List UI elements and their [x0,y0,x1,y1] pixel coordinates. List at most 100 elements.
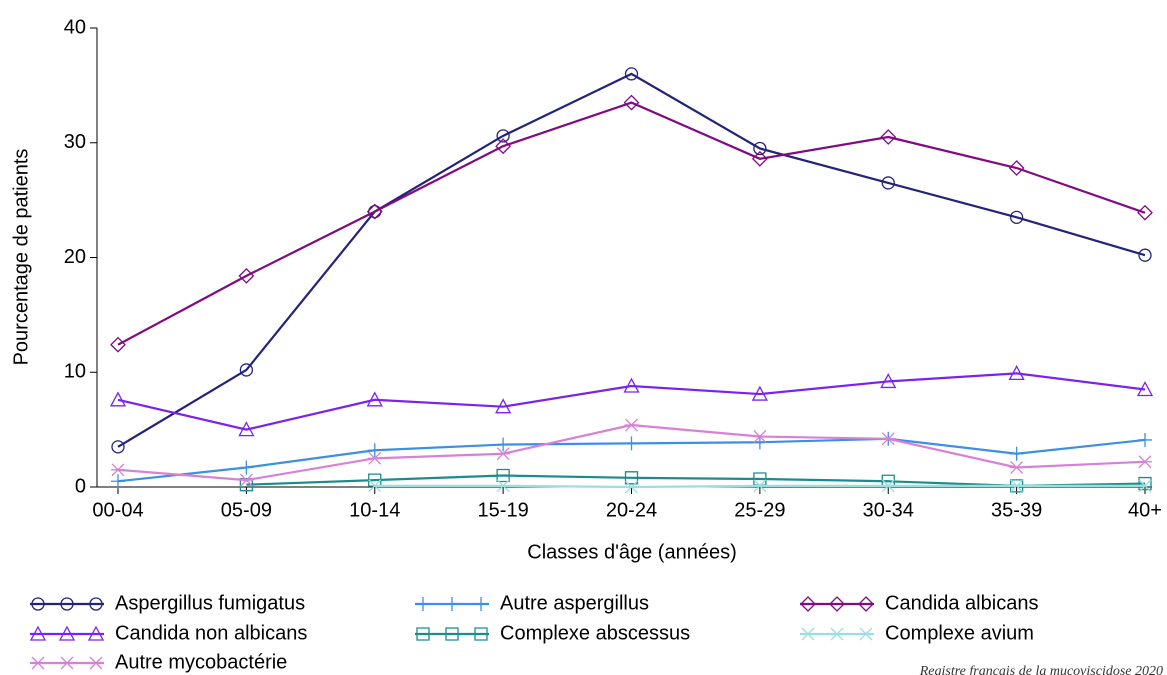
marker [445,627,459,641]
marker [111,474,125,489]
marker [1138,479,1152,493]
y-tick-label: 0 [75,475,86,497]
marker [753,479,767,493]
marker [89,597,103,611]
marker [496,479,510,493]
marker [495,138,512,155]
y-tick-label: 30 [64,131,86,153]
y-tick-label: 40 [64,16,86,38]
series-line [117,72,1146,448]
legend-label: Candida albicans [885,592,1038,614]
legend-label: Complexe avium [885,622,1034,644]
x-tick-label: 30-34 [863,499,914,521]
marker [60,597,74,611]
marker [111,463,125,477]
legend-label: Autre mycobactérie [115,651,287,673]
marker [239,363,254,377]
marker [31,656,45,670]
marker [496,437,511,452]
marker [800,596,816,612]
x-tick-label: 35-39 [991,499,1042,521]
marker [239,460,254,475]
marker [1009,446,1024,461]
legend-item: Autre aspergillus [415,592,649,614]
marker [238,421,255,437]
y-tick-label: 10 [64,361,86,383]
marker [858,596,874,612]
x-tick-label: 10-14 [349,499,400,521]
marker [416,627,430,641]
marker [368,479,382,493]
x-tick-label: 15-19 [478,499,529,521]
y-axis-label: Pourcentage de patients [10,149,32,366]
marker [751,150,768,167]
x-tick-label: 25-29 [734,499,785,521]
marker [859,627,873,641]
marker [1138,432,1152,447]
marker [752,430,767,443]
source-note: Registre français de la mucoviscidose 20… [919,664,1163,675]
marker [624,418,639,432]
marker [624,471,639,485]
marker [1137,204,1153,221]
marker [238,267,255,284]
marker [416,597,430,611]
marker [1138,248,1152,262]
x-axis-label: Classes d'âge (années) [527,541,737,563]
legend-item: Aspergillus fumigatus [30,592,305,614]
marker [31,597,45,611]
marker [367,443,382,458]
legend-item: Autre mycobactérie [30,651,287,673]
y-tick-label: 20 [64,246,86,268]
marker [496,447,511,461]
x-tick-label: 40+ [1128,499,1162,521]
marker [1008,160,1025,176]
legend-item: Complexe abscessus [415,622,690,644]
marker [881,479,895,493]
marker [445,597,459,611]
legend-label: Aspergillus fumigatus [115,592,305,614]
marker [881,432,896,446]
marker [1138,455,1152,469]
legend-label: Autre aspergillus [500,592,649,614]
marker [495,398,512,414]
marker [110,336,126,353]
marker [496,468,510,483]
legend-label: Complexe abscessus [500,622,690,644]
legend-item: Complexe avium [800,622,1034,644]
marker [625,480,638,494]
legend-item: Candida non albicans [29,622,307,644]
marker [881,176,895,190]
marker [366,391,383,407]
series-line [117,101,1146,346]
marker [1009,479,1024,493]
marker [1136,381,1154,397]
marker [1009,461,1024,474]
marker [111,440,125,454]
marker [109,391,127,407]
marker [474,627,488,641]
marker [624,67,639,81]
x-tick-label: 00-04 [92,499,143,521]
marker [87,625,105,641]
x-tick-label: 05-09 [221,499,272,521]
marker [29,625,47,641]
marker [239,473,254,487]
marker [623,377,640,393]
marker [880,373,897,389]
marker [89,656,103,670]
legend-item: Candida albicans [800,592,1038,614]
marker [753,141,767,156]
marker [624,436,639,451]
marker [1008,365,1025,381]
marker [751,385,768,401]
marker [367,451,382,465]
marker [366,203,383,220]
marker [58,625,76,641]
marker [623,94,640,111]
legend-label: Candida non albicans [115,622,307,644]
marker [1010,479,1024,493]
marker [881,474,895,488]
